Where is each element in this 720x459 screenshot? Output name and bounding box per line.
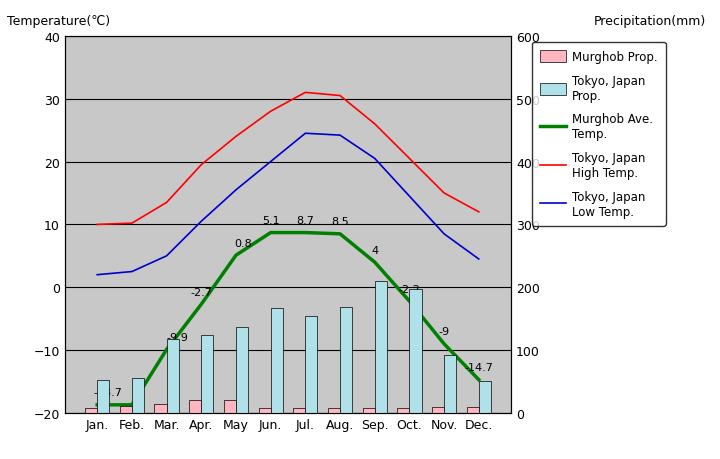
Text: -9: -9 xyxy=(438,327,450,337)
Text: -14.7: -14.7 xyxy=(464,363,493,372)
Bar xyxy=(224,401,236,413)
Text: Precipitation(mm): Precipitation(mm) xyxy=(593,15,706,28)
Bar xyxy=(236,327,248,413)
Bar xyxy=(132,378,144,413)
Bar xyxy=(363,408,374,413)
Bar xyxy=(305,317,318,413)
Bar xyxy=(340,308,352,413)
Text: -2.7: -2.7 xyxy=(190,287,212,297)
Bar xyxy=(271,308,283,413)
Bar xyxy=(189,401,202,413)
Bar xyxy=(479,381,491,413)
Bar xyxy=(202,336,213,413)
Legend: Murghob Prop., Tokyo, Japan
Prop., Murghob Ave.
Temp., Tokyo, Japan
High Temp., : Murghob Prop., Tokyo, Japan Prop., Murgh… xyxy=(531,43,665,226)
Text: Temperature(℃): Temperature(℃) xyxy=(7,15,110,28)
Bar xyxy=(410,290,421,413)
Bar xyxy=(85,408,97,413)
Text: -2.2: -2.2 xyxy=(398,284,420,294)
Bar xyxy=(293,408,305,413)
Bar xyxy=(467,407,479,413)
Bar xyxy=(432,407,444,413)
Text: 4: 4 xyxy=(371,245,378,255)
Text: 8.5: 8.5 xyxy=(331,217,349,227)
Text: 5.1: 5.1 xyxy=(262,216,279,226)
Bar xyxy=(120,406,132,413)
Bar xyxy=(166,340,179,413)
Bar xyxy=(155,404,166,413)
Bar xyxy=(328,408,340,413)
Bar xyxy=(397,408,410,413)
Bar xyxy=(97,381,109,413)
Bar xyxy=(444,355,456,413)
Text: 8.7: 8.7 xyxy=(297,216,315,226)
Text: 0.8: 0.8 xyxy=(234,238,252,248)
Bar xyxy=(374,281,387,413)
Text: -18.7: -18.7 xyxy=(93,387,122,397)
Bar xyxy=(258,408,271,413)
Text: -9.9: -9.9 xyxy=(166,332,188,342)
